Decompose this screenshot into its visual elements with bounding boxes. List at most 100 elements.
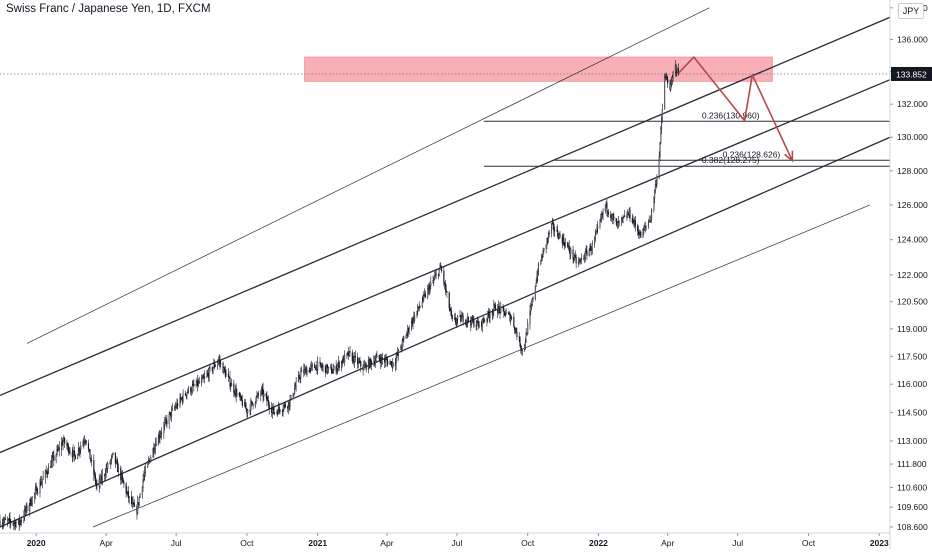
candle-body — [587, 251, 588, 256]
candle-body — [90, 449, 91, 458]
candle-body — [300, 372, 301, 378]
candle-body — [403, 338, 404, 339]
candle-body — [393, 363, 394, 366]
candle-body — [88, 443, 89, 449]
symbol-title: Swiss Franc / Japanese Yen, 1D, FXCM — [6, 3, 211, 15]
candle-body — [616, 218, 617, 221]
candle-body — [156, 444, 157, 445]
candle-body — [193, 384, 194, 386]
time-tick-label: 2023 — [870, 538, 889, 548]
candle-body — [333, 366, 334, 370]
candle-body — [199, 382, 200, 383]
price-tick-label: 122.000 — [897, 270, 928, 280]
candle-body — [650, 218, 651, 221]
candle-body — [42, 480, 43, 482]
candle-body — [597, 226, 598, 228]
candle-body — [260, 393, 261, 395]
candle-body — [520, 346, 521, 348]
candle-body — [532, 298, 533, 304]
candle-body — [257, 396, 258, 398]
candle-body — [355, 356, 356, 357]
time-tick-label: 2020 — [27, 538, 46, 548]
channel-lines-layer — [0, 8, 890, 527]
candle-body — [147, 462, 148, 467]
candle-body — [430, 286, 431, 292]
candle-body — [603, 211, 604, 215]
candle-body — [506, 313, 507, 315]
candle-body — [450, 308, 451, 310]
candle-body — [164, 422, 165, 425]
candle-body — [97, 484, 98, 486]
candle-body — [624, 215, 625, 216]
candle-body — [660, 129, 661, 143]
candle-body — [524, 346, 525, 350]
candle-body — [653, 198, 654, 210]
candle-body — [339, 362, 340, 368]
candle-body — [239, 393, 240, 394]
candle-body — [510, 318, 511, 320]
currency-badge[interactable]: JPY — [898, 3, 924, 19]
candle-body — [95, 475, 96, 482]
candle-body — [589, 250, 590, 256]
candle-body — [547, 239, 548, 245]
candle-body — [274, 413, 275, 414]
candle-body — [484, 320, 485, 321]
candle-body — [435, 275, 436, 277]
candle-body — [347, 353, 348, 355]
candle-body — [187, 393, 188, 396]
candle-body — [283, 406, 284, 410]
candle-body — [310, 368, 311, 371]
candle-body — [427, 289, 428, 297]
candle-body — [192, 386, 193, 391]
candle-body — [581, 258, 582, 259]
candle-body — [163, 425, 164, 433]
candle-body — [366, 364, 367, 369]
candle-body — [314, 365, 315, 368]
candle-body — [479, 322, 480, 326]
time-tick-label: Oct — [521, 538, 535, 548]
candle-body — [670, 84, 671, 89]
candle-body — [536, 283, 537, 286]
candle-body — [379, 355, 380, 358]
candle-body — [520, 337, 521, 346]
candle-body — [242, 400, 243, 405]
candle-body — [503, 308, 504, 311]
candle-body — [207, 374, 208, 377]
candle-body — [461, 317, 462, 321]
candle-body — [111, 456, 112, 459]
candle-body — [154, 449, 155, 452]
candle-body — [224, 368, 225, 371]
candle-body — [535, 286, 536, 299]
price-tick-label: 132.000 — [897, 99, 928, 109]
candle-body — [560, 234, 561, 237]
candle-body — [145, 467, 146, 472]
candle-body — [231, 384, 232, 386]
price-tick-label: 119.000 — [897, 324, 927, 334]
candle-body — [594, 238, 595, 243]
candle-body — [605, 205, 606, 211]
candle-body — [10, 518, 11, 521]
candle-body — [43, 477, 44, 480]
candle-body — [279, 407, 280, 410]
candle-body — [333, 370, 334, 373]
candle-body — [245, 402, 246, 408]
price-tick-label: 126.000 — [897, 200, 928, 210]
candle-body — [493, 310, 494, 313]
candle-body — [569, 246, 570, 251]
candle-body — [117, 461, 118, 463]
candle-body — [118, 468, 119, 472]
candle-body — [204, 377, 205, 378]
candle-body — [320, 363, 321, 366]
candle-body — [488, 312, 489, 315]
candle-body — [635, 221, 636, 226]
price-axis[interactable]: 108.600109.600110.600111.800113.000114.5… — [890, 0, 932, 550]
candle-body — [41, 482, 42, 485]
candle-body — [662, 109, 663, 118]
candle-body — [643, 229, 644, 237]
candles-layer — [0, 60, 679, 531]
price-tick-label: 124.000 — [897, 235, 928, 245]
candle-body — [59, 448, 60, 450]
